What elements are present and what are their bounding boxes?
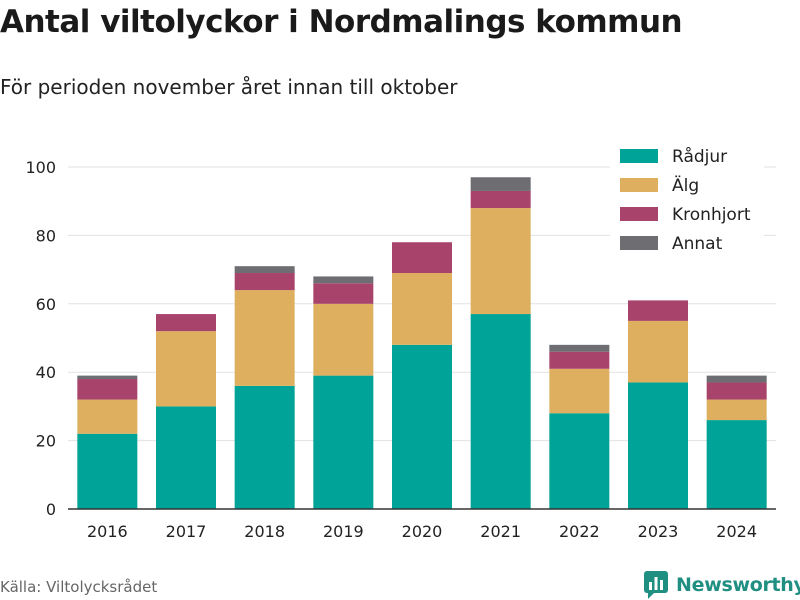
x-tick-label-2023: 2023 [638, 522, 679, 541]
bar-2024-älg [706, 399, 767, 421]
bar-2021-annat [470, 177, 531, 191]
y-tick-label-100: 100 [25, 158, 56, 177]
x-tick-label-2016: 2016 [87, 522, 128, 541]
bar-2016-kronhjort [77, 379, 138, 400]
y-tick-label-0: 0 [46, 500, 56, 519]
bar-2019-älg [313, 303, 374, 376]
bar-2021-kronhjort [470, 190, 531, 209]
x-tick-label-2017: 2017 [166, 522, 207, 541]
brand-name: Newsworthy [676, 574, 800, 596]
legend-swatch-kronhjort [620, 207, 658, 221]
bar-2023-kronhjort [628, 300, 688, 321]
bar-2021-rådjur [470, 314, 531, 509]
chart-subtitle: För perioden november året innan till ok… [0, 75, 458, 99]
bar-2019-annat [313, 276, 374, 284]
legend-label-kronhjort: Kronhjort [672, 205, 751, 225]
bar-2017-kronhjort [156, 314, 216, 332]
bar-2021-älg [470, 208, 531, 315]
bar-2022-älg [549, 368, 610, 414]
y-tick-label-40: 40 [36, 363, 56, 382]
bar-2018-rådjur [234, 385, 295, 509]
legend-label-annat: Annat [672, 234, 723, 254]
y-tick-label-80: 80 [36, 226, 56, 245]
bar-2020-kronhjort [392, 242, 452, 274]
bar-2024-kronhjort [706, 382, 767, 400]
bar-2017-älg [156, 331, 216, 407]
x-tick-label-2022: 2022 [559, 522, 600, 541]
newsworthy-logo[interactable]: Newsworthy [644, 570, 800, 600]
x-tick-label-2019: 2019 [323, 522, 364, 541]
bar-2018-annat [234, 266, 295, 274]
bar-2024-rådjur [706, 420, 767, 509]
legend-label-älg: Älg [672, 175, 699, 196]
y-tick-label-60: 60 [36, 295, 56, 314]
bar-2022-kronhjort [549, 351, 610, 369]
newsworthy-icon [644, 571, 668, 599]
bar-2018-älg [234, 290, 295, 386]
legend-label-rådjur: Rådjur [672, 146, 727, 167]
bar-2020-älg [392, 273, 452, 345]
bar-2022-annat [549, 344, 610, 352]
legend-swatch-annat [620, 236, 658, 250]
bar-2023-rådjur [628, 382, 688, 509]
x-tick-label-2021: 2021 [480, 522, 521, 541]
bar-2018-kronhjort [234, 273, 295, 291]
bar-2024-annat [706, 375, 767, 383]
bar-2022-rådjur [549, 413, 610, 509]
bar-2019-rådjur [313, 375, 374, 509]
bar-2017-rådjur [156, 406, 216, 509]
bar-2016-rådjur [77, 433, 138, 509]
chart-title: Antal viltolyckor i Nordmalings kommun [0, 4, 683, 40]
legend-swatch-rådjur [620, 149, 658, 163]
bar-2019-kronhjort [313, 283, 374, 304]
bar-2016-älg [77, 399, 138, 434]
legend-swatch-älg [620, 178, 658, 192]
bar-2020-rådjur [392, 344, 452, 509]
x-tick-label-2024: 2024 [716, 522, 757, 541]
x-tick-label-2018: 2018 [244, 522, 285, 541]
x-tick-label-2020: 2020 [402, 522, 443, 541]
bar-2016-annat [77, 375, 138, 380]
source-note: Källa: Viltolycksrådet [0, 578, 158, 596]
y-tick-label-20: 20 [36, 432, 56, 451]
bar-2023-älg [628, 320, 688, 383]
